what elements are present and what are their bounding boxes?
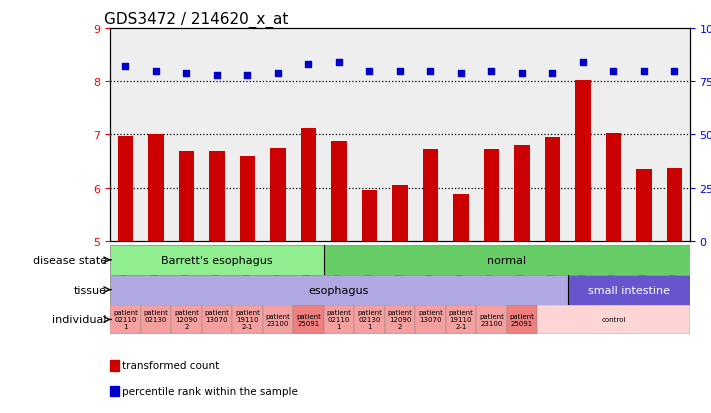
Point — [364, 68, 375, 75]
Text: patient
19110
2-1: patient 19110 2-1 — [235, 310, 260, 330]
Text: patient
23100: patient 23100 — [479, 313, 504, 326]
Point — [577, 59, 589, 66]
Text: patient
12090
2: patient 12090 2 — [387, 310, 412, 330]
Text: esophagus: esophagus — [309, 285, 369, 295]
FancyBboxPatch shape — [141, 305, 171, 335]
FancyBboxPatch shape — [110, 245, 324, 275]
Point — [181, 70, 192, 77]
Point — [455, 70, 466, 77]
Bar — [301, 129, 316, 241]
Text: percentile rank within the sample: percentile rank within the sample — [122, 386, 297, 396]
Bar — [667, 169, 682, 241]
Text: patient
12090
2: patient 12090 2 — [174, 310, 199, 330]
FancyBboxPatch shape — [446, 305, 476, 335]
Bar — [483, 150, 499, 241]
Bar — [423, 150, 438, 241]
Text: patient
25091: patient 25091 — [510, 313, 535, 326]
Bar — [636, 170, 651, 241]
FancyBboxPatch shape — [567, 275, 690, 305]
FancyBboxPatch shape — [262, 305, 293, 335]
Text: patient
02130: patient 02130 — [144, 310, 169, 330]
Bar — [240, 156, 255, 241]
Text: patient
02110
1: patient 02110 1 — [326, 310, 351, 330]
Point — [516, 70, 528, 77]
Bar — [545, 138, 560, 241]
Bar — [454, 195, 469, 241]
Point — [272, 70, 284, 77]
Point — [638, 68, 650, 75]
FancyBboxPatch shape — [171, 305, 202, 335]
FancyBboxPatch shape — [415, 305, 446, 335]
Point — [242, 72, 253, 79]
Point — [394, 68, 405, 75]
FancyBboxPatch shape — [110, 275, 567, 305]
Bar — [209, 152, 225, 241]
Bar — [149, 135, 164, 241]
Point — [211, 72, 223, 79]
Text: tissue: tissue — [74, 285, 107, 295]
FancyBboxPatch shape — [507, 305, 538, 335]
Text: patient
23100: patient 23100 — [265, 313, 290, 326]
FancyBboxPatch shape — [354, 305, 385, 335]
Bar — [514, 146, 530, 241]
Point — [669, 68, 680, 75]
Point — [333, 59, 345, 66]
Text: patient
13070: patient 13070 — [418, 310, 443, 330]
Bar — [575, 81, 591, 241]
Point — [119, 64, 131, 71]
Text: small intestine: small intestine — [588, 285, 670, 295]
Text: Barrett's esophagus: Barrett's esophagus — [161, 255, 273, 265]
Text: patient
19110
2-1: patient 19110 2-1 — [449, 310, 474, 330]
Text: transformed count: transformed count — [122, 361, 219, 370]
Text: disease state: disease state — [33, 255, 107, 265]
FancyBboxPatch shape — [110, 305, 141, 335]
Text: patient
02130
1: patient 02130 1 — [357, 310, 382, 330]
Point — [486, 68, 497, 75]
Text: patient
13070: patient 13070 — [205, 310, 230, 330]
Text: patient
02110
1: patient 02110 1 — [113, 310, 138, 330]
Bar — [179, 152, 194, 241]
FancyBboxPatch shape — [202, 305, 232, 335]
Point — [424, 68, 436, 75]
Bar — [362, 190, 377, 241]
Bar — [331, 141, 346, 241]
Text: normal: normal — [487, 255, 526, 265]
FancyBboxPatch shape — [476, 305, 507, 335]
FancyBboxPatch shape — [385, 305, 415, 335]
Point — [303, 62, 314, 68]
Text: control: control — [602, 317, 626, 323]
Bar — [270, 148, 286, 241]
Point — [547, 70, 558, 77]
Point — [150, 68, 161, 75]
Bar — [118, 137, 133, 241]
Bar — [606, 134, 621, 241]
Text: patient
25091: patient 25091 — [296, 313, 321, 326]
FancyBboxPatch shape — [324, 305, 354, 335]
Point — [608, 68, 619, 75]
FancyBboxPatch shape — [293, 305, 324, 335]
Text: individual: individual — [52, 315, 107, 325]
FancyBboxPatch shape — [538, 305, 690, 335]
FancyBboxPatch shape — [324, 245, 690, 275]
Bar — [392, 185, 407, 241]
Text: GDS3472 / 214620_x_at: GDS3472 / 214620_x_at — [105, 12, 289, 28]
FancyBboxPatch shape — [232, 305, 262, 335]
